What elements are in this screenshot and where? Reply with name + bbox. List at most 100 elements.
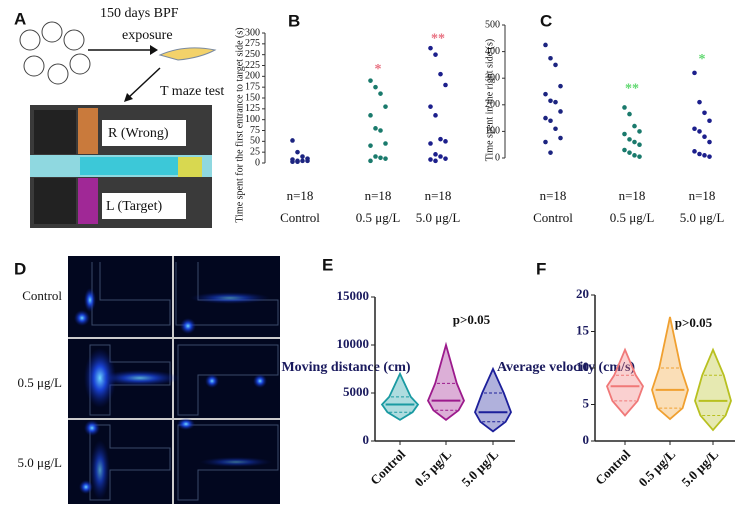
dot [692,70,697,76]
violin [694,347,732,432]
y-tick-label: 5 [583,395,590,410]
significance: ** [431,32,445,47]
dot [428,157,433,162]
dot [383,141,388,146]
n-label: n=18 [619,188,646,203]
dot [697,151,702,157]
dot [637,129,642,134]
significance: * [375,62,382,77]
dot [383,104,388,109]
panel-letter: B [288,11,300,30]
dot [543,42,548,48]
dot [697,99,702,105]
y-tick-label: 15 [576,322,590,337]
x-tick-label: Control [280,210,320,225]
y-axis-title: Moving distance (cm) [281,360,410,375]
x-tick-label: 5.0 μg/L [678,446,721,489]
zebrafish [158,47,217,61]
significance: ** [625,81,639,96]
dot [443,82,448,88]
panel-letter: A [14,9,26,28]
dot [697,129,702,134]
dot [558,109,563,114]
dot [290,138,295,143]
dot [373,154,378,159]
heatmaps [68,256,280,504]
dot [428,104,433,109]
y-tick-label: 275 [245,38,260,49]
dot [433,158,438,164]
dot [707,139,712,145]
x-tick-label: 5.0 μg/L [416,210,461,225]
y-tick-label: 75 [250,125,260,136]
y-tick-label: 15000 [337,288,370,303]
dot [433,152,438,157]
y-tick-label: 500 [485,19,500,30]
y-axis-title: Time spent for the first entrance to tar… [234,27,245,222]
dot [438,136,443,142]
x-tick-label: 0.5 μg/L [635,446,678,489]
x-tick-label: 5.0 μg/L [680,210,725,225]
dot [627,137,632,142]
exposure-text: 150 days BPF [100,6,179,21]
dot [438,154,443,159]
y-tick-label: 0 [255,157,260,168]
n-label: n=18 [689,188,716,203]
dot [543,91,548,97]
dot [692,126,697,132]
y-tick-label: 50 [250,136,260,147]
y-tick-label: 300 [485,72,500,83]
dot [300,154,305,159]
y-axis-title: Time spent in the right side (s) [484,39,495,161]
dot [637,154,642,159]
dot [702,153,707,158]
n-label: n=18 [365,188,392,203]
dot [368,158,373,164]
dot [290,159,295,164]
significance: * [699,52,706,67]
dot [368,78,373,83]
dot [295,159,300,164]
violin [427,341,465,422]
row-label: Control [22,288,62,303]
dot [548,55,553,61]
annotation: p>0.05 [453,312,491,327]
dot [543,139,548,145]
y-axis-title: Average velocity (cm/s) [497,360,635,375]
row-label: 5.0 μg/L [17,455,62,470]
dot [438,71,443,77]
x-tick-label: 0.5 μg/L [356,210,401,225]
dot [622,147,627,153]
y-tick-label: 225 [245,60,260,71]
n-label: n=18 [425,188,452,203]
arm-label: R (Wrong) [108,126,169,141]
panel-letter: F [536,259,546,278]
dot [548,98,553,104]
y-tick-label: 125 [245,103,260,114]
dot [295,149,300,155]
dot [378,91,383,96]
dot [558,83,563,89]
dot [553,62,558,68]
dot [622,131,627,137]
dot [383,156,388,161]
dot [692,149,697,154]
y-tick-label: 250 [245,49,260,60]
y-tick-label: 0 [363,432,370,447]
dot [378,155,383,161]
x-tick-label: 0.5 μg/L [411,446,454,489]
dot [378,128,383,133]
y-tick-label: 100 [485,126,500,137]
violin [380,371,420,421]
violin [474,366,512,433]
exposure-text: exposure [122,28,173,43]
x-tick-label: 5.0 μg/L [458,446,501,489]
dot [428,141,433,146]
y-tick-label: 5000 [343,384,369,399]
dot [553,99,558,105]
dot [373,126,378,131]
y-tick-label: 175 [245,81,260,92]
y-tick-label: 400 [485,46,500,57]
dot [373,84,378,90]
